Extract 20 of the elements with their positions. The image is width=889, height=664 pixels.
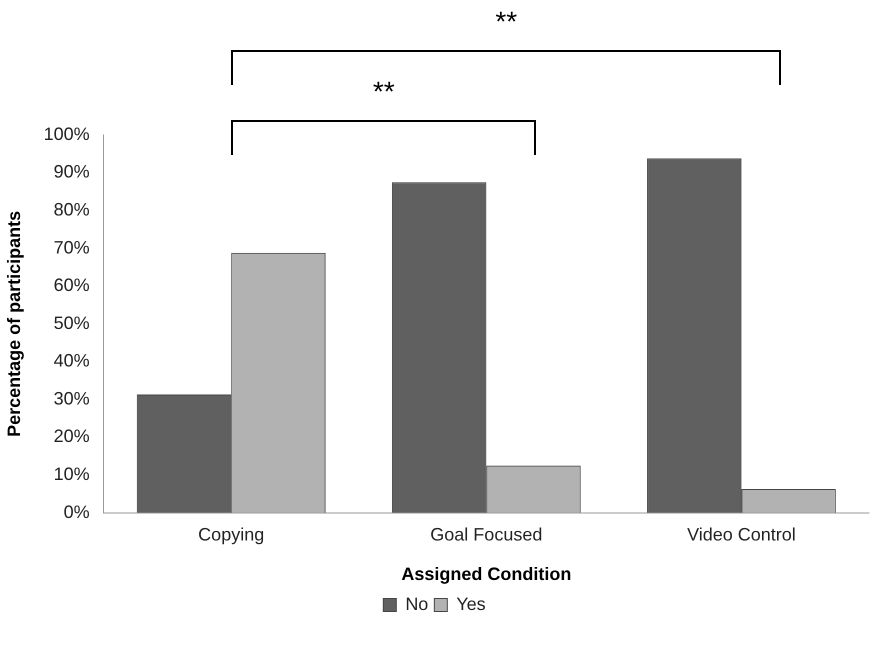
y-tick-label: 50% <box>54 312 90 333</box>
legend-label: No <box>405 594 428 614</box>
x-axis-title: Assigned Condition <box>401 564 572 584</box>
y-tick-label: 100% <box>44 124 90 144</box>
legend-label: Yes <box>456 594 486 614</box>
y-tick-label: 60% <box>54 275 90 296</box>
y-tick-label: 30% <box>54 388 90 408</box>
y-tick-label: 40% <box>54 350 90 371</box>
y-tick-label: 0% <box>64 502 90 522</box>
y-tick-label: 80% <box>54 200 90 220</box>
x-tick-label: Goal Focused <box>430 524 542 545</box>
y-tick-label: 20% <box>54 426 90 446</box>
y-axis-title: Percentage of participants <box>4 210 24 437</box>
text: ** <box>372 76 396 108</box>
x-tick-label: Video Control <box>687 524 796 545</box>
text: ** <box>494 6 518 38</box>
x-tick-label: Copying <box>198 524 264 545</box>
y-tick-label: 70% <box>54 237 90 258</box>
y-tick-label: 90% <box>54 162 90 182</box>
y-tick-label: 10% <box>54 464 90 484</box>
